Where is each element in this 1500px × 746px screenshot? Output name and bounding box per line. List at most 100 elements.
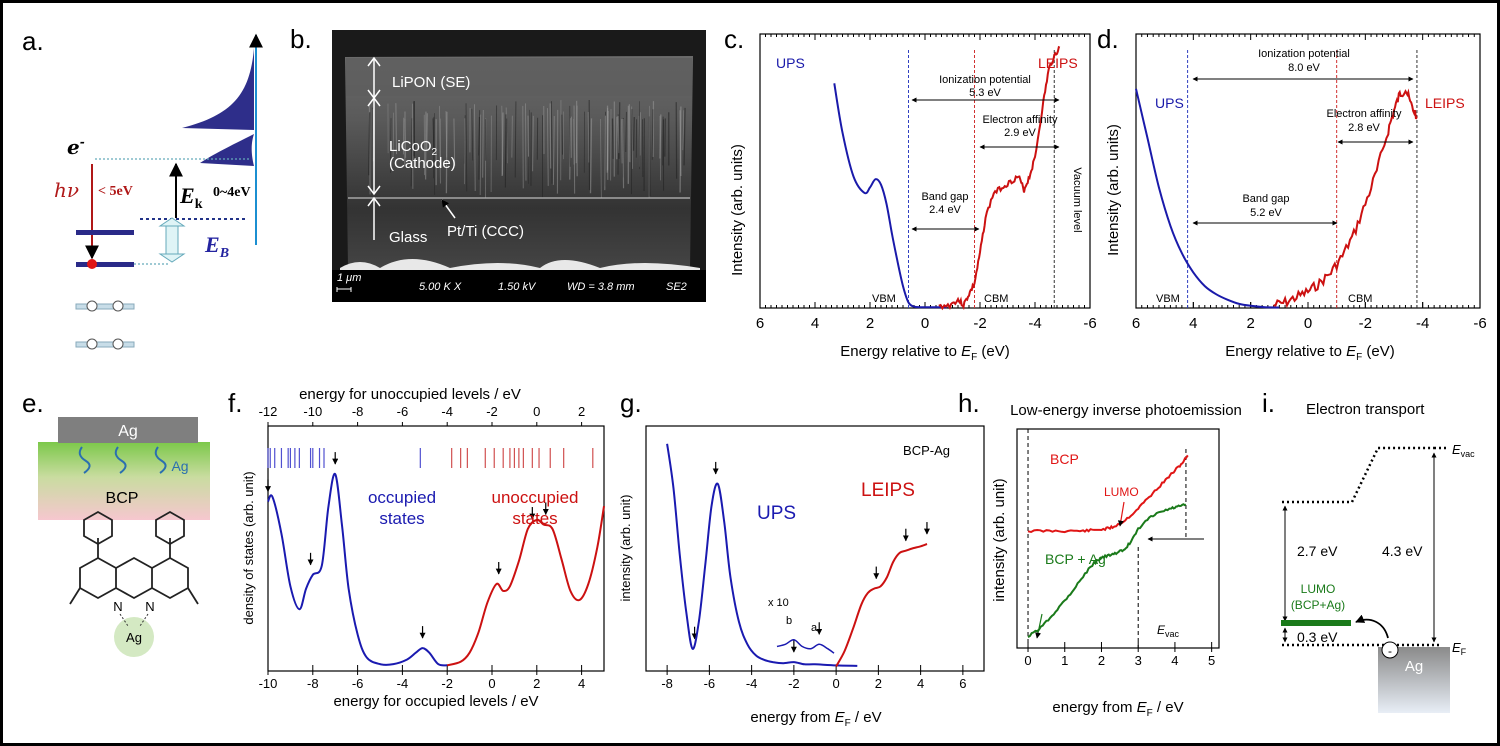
ek-symbol: Ek [179,183,203,212]
x-tick-label: 4 [1171,653,1178,668]
sem-streak [683,107,686,166]
sem-streak [445,111,448,158]
ptti-label: Pt/Ti (CCC) [447,223,524,240]
coordination-bonds [119,613,149,627]
occupied-label-2: states [379,509,424,528]
panel-label-d: d. [1097,24,1119,54]
ea-label: Electron affinity [982,114,1058,126]
x-tick-label: 6 [756,315,764,332]
sem-streak [550,101,553,184]
hole-2 [112,300,124,312]
eb-symbol: EB [204,232,229,261]
ag-center-label: Ag [126,630,142,645]
panel-label-i: i. [1262,388,1275,418]
cbm-label: CBM [1348,293,1372,305]
sem-streak [426,113,428,151]
sem-streak [679,110,682,176]
x-axis-top-label: energy for unoccupied levels / eV [299,386,521,403]
sem-streak [368,112,371,176]
lipon-layer [346,58,692,96]
electron-icon [1381,641,1399,659]
unoccupied-label-1: unoccupied [492,488,579,507]
cbm-label: CBM [984,293,1008,305]
unoccupied-label-2: states [512,509,557,528]
n-atom-1: N [113,599,122,614]
ag-top-label: Ag [118,423,138,440]
x-tick-label: -8 [661,676,673,691]
sem-streak [528,109,530,184]
leips-curve [835,543,928,667]
ea-label: Electron affinity [1326,108,1402,120]
bcp-ag-curve [1027,503,1187,638]
bg-value: 5.2 eV [1250,207,1282,219]
y-axis-label: Intensity (arb. units) [729,144,746,276]
x-tick-label: -6 [704,676,716,691]
vbm-label: VBM [1156,293,1180,305]
onset-arrow [1035,613,1043,639]
chart-title: BCP-Ag [903,443,950,458]
sem-streak [389,118,392,173]
ups-curve [833,83,947,309]
lumo-level [1281,620,1351,626]
eb-bar [165,223,179,257]
top-tick-label: -8 [352,404,364,419]
peak-b-label: b [786,615,792,627]
top-tick-label: -4 [441,404,453,419]
sem-streak [395,103,398,155]
vacuum-level-profile [1282,446,1434,504]
glass-label: Glass [389,229,427,246]
evac-label: Evac [1157,623,1180,639]
evac-label: Evac [1452,442,1475,459]
vacuum-label: Vacuum level [1071,167,1083,232]
x-tick-label: -2 [973,315,986,332]
sem-streak [600,118,602,198]
x-tick-label: -4 [1028,315,1041,332]
x-tick-label: -10 [259,676,278,691]
y-axis-label: intensity (arb. unit) [991,478,1008,601]
x-tick-label: 1 [1061,653,1068,668]
electron-distribution [182,48,254,166]
sem-streak [589,118,593,194]
sem-streak [501,112,504,176]
sem-streak [505,118,508,164]
x-tick-label: -8 [307,676,319,691]
vbm-label: VBM [872,293,896,305]
x-tick-label: 0 [1024,653,1031,668]
top-tick-label: 2 [578,404,585,419]
panel-i-title: Electron transport [1306,401,1425,418]
lumo-label: LUMO [1104,485,1139,499]
panel-d-chart: 6 4 2 0 -2 -4 -6 Intensity (arb. units) Energy… [1105,33,1487,363]
scale-bar [336,287,352,292]
x-tick-label: -2 [1359,315,1372,332]
sem-mag: 5.00 K X [419,281,462,293]
x-tick-label: 0 [833,676,840,691]
sem-streak [471,108,474,161]
x-tick-label: -6 [1083,315,1096,332]
bcp-label: BCP [106,490,139,507]
sem-streak [587,111,590,163]
ag-atom [114,617,154,657]
x-tick-label: -2 [788,676,800,691]
level-3 [75,303,135,310]
sem-streak [575,105,578,164]
licoo2-label: LiCoO2 [389,138,438,158]
x-tick-label: -4 [397,676,409,691]
panel-label-g: g. [620,388,642,418]
panel-label-f: f. [228,388,242,418]
transport-arrow [1355,614,1389,639]
x-tick-label: -6 [352,676,364,691]
sem-wd: WD = 3.8 mm [567,281,635,293]
eb-arrowheads [158,217,186,263]
sem-streak [482,110,484,178]
offset-03-label: 0.3 eV [1297,629,1338,645]
x10-curve [776,639,835,654]
photon-energy: < 5eV [98,184,133,199]
panel-c-chart: 6 4 2 0 -2 -4 -6 Intensity (arb. units) Energy… [729,33,1097,363]
x-tick-label: 5 [1208,653,1215,668]
scale-label: 1 μm [337,272,361,284]
x-tick-label: 4 [811,315,819,332]
panel-g-chart: -8 -6 -4 -2 0 2 4 6 intensity (arb. unit) energ… [618,425,985,729]
ea-value: 2.8 eV [1348,122,1380,134]
